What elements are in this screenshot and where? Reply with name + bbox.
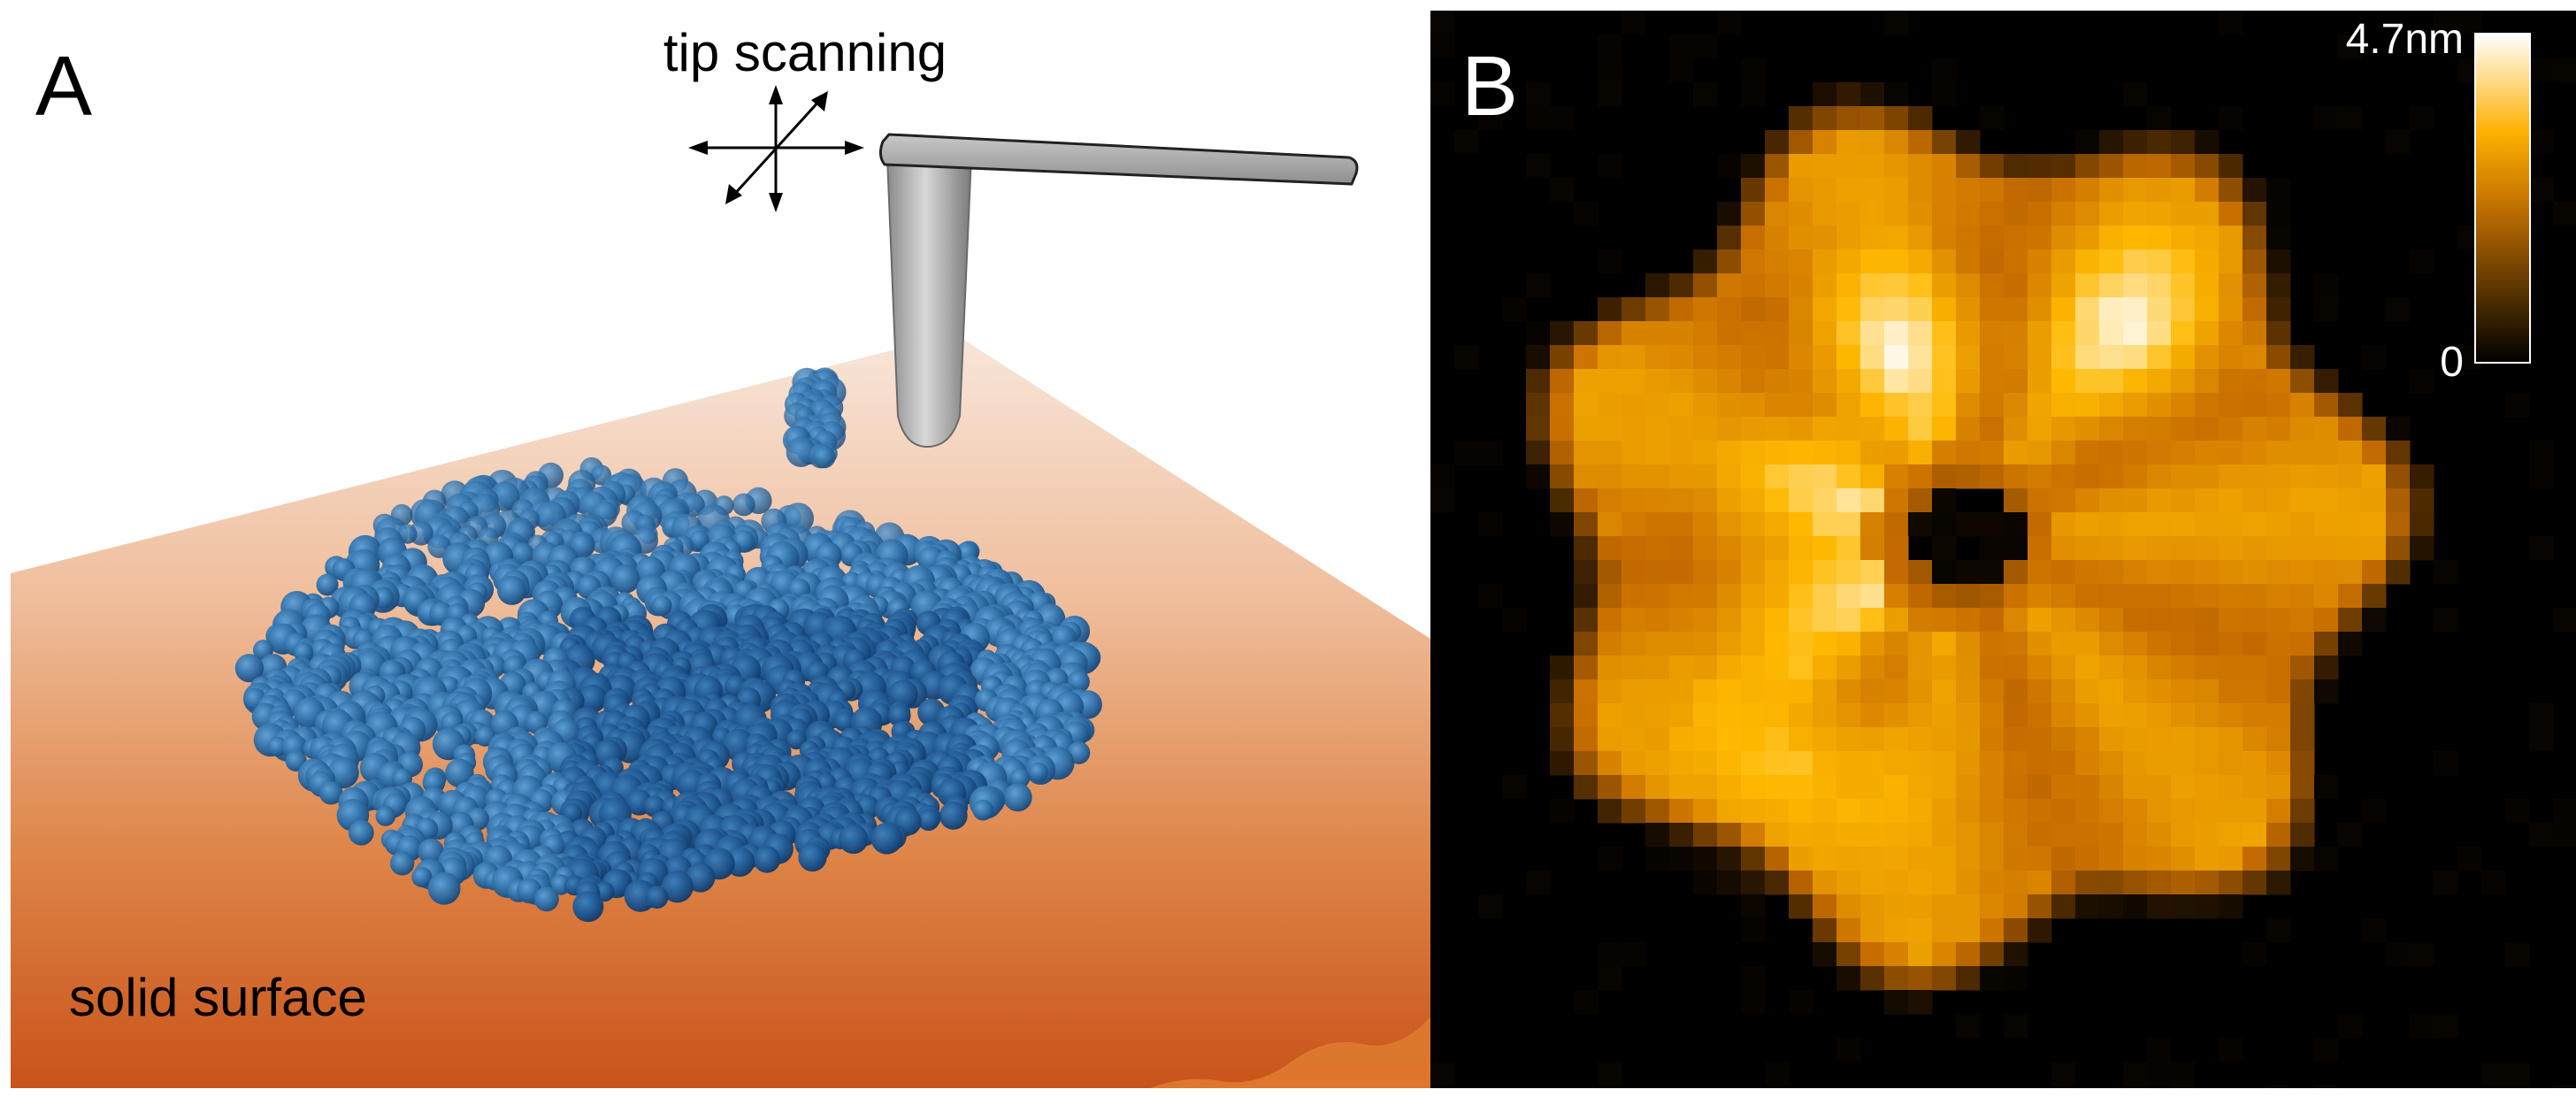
scan-direction-arrows	[688, 85, 864, 212]
cantilever	[878, 133, 1359, 186]
surface-edge-ripple	[1150, 1017, 1430, 1088]
scale-min-label: 0	[2440, 339, 2464, 386]
solid-surface-label: solid surface	[69, 968, 367, 1027]
afm-height-image	[1430, 11, 2576, 1088]
height-scale-bar: 4.7nm 0	[2346, 16, 2531, 386]
tip-cone	[886, 157, 973, 449]
panel-a: A tip scanning solid surface	[11, 23, 1430, 1088]
protein-molecule	[234, 367, 1102, 923]
tip-scanning-label: tip scanning	[663, 23, 947, 82]
afm-tip	[878, 133, 1359, 449]
panel-b: B 4.7nm 0	[1430, 11, 2576, 1088]
scale-max-label: 4.7nm	[2346, 16, 2464, 63]
panel-b-letter: B	[1461, 39, 1518, 134]
height-colorbar	[2474, 33, 2531, 364]
panel-a-letter: A	[35, 39, 92, 134]
